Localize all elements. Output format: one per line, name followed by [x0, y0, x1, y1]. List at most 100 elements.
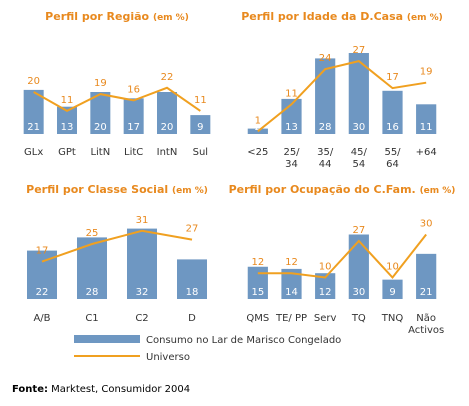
bar: [348, 53, 369, 134]
x-tick-label-line: IntN: [157, 147, 178, 158]
x-tick-label-line: +64: [416, 147, 437, 158]
line-universo: [33, 86, 201, 113]
x-tick-label-line: <25: [247, 147, 268, 158]
x-tick-label-line: Serv: [314, 313, 337, 324]
x-tick-label-line: GPt: [58, 147, 76, 158]
x-tick-label-line: LitC: [124, 147, 143, 158]
x-tick-label-line: LitN: [90, 147, 110, 158]
bar: [23, 89, 44, 134]
bar-value-label: 22: [36, 287, 49, 298]
bar: [247, 266, 268, 299]
x-tick-label-line: TNQ: [381, 313, 404, 324]
bar-value-label: 13: [61, 122, 74, 133]
line-universo: [257, 233, 427, 280]
x-tick-label: GPt: [58, 147, 76, 158]
chart-title-unit: (em %): [153, 13, 189, 23]
chart-title: Perfil por Idade da D.Casa (em %): [241, 10, 443, 23]
bar-value-label: 28: [86, 287, 99, 298]
bar-value-label: 28: [319, 122, 332, 133]
chart-title-text: Perfil por Classe Social: [26, 183, 172, 196]
x-tick-label: TNQ: [381, 313, 404, 324]
x-tick-label: LitN: [90, 147, 110, 158]
bar: [416, 104, 437, 134]
bar: [382, 279, 403, 299]
x-tick-label: QMS: [246, 313, 269, 324]
bar: [127, 228, 157, 299]
chart-title-text: Perfil por Região: [45, 10, 153, 23]
bar: [190, 115, 211, 134]
legend: Consumo no Lar de Marisco Congelado Univ…: [74, 335, 341, 363]
bar-value-label: 17: [127, 122, 140, 133]
x-tick-label: C2: [135, 313, 148, 324]
x-tick-label: C1: [85, 313, 98, 324]
bar-value-label: 16: [386, 122, 399, 133]
x-tick-label-line: 25/: [283, 147, 300, 158]
chart-title-text: Perfil por Idade da D.Casa: [241, 10, 407, 23]
legend-line-label: Universo: [146, 352, 190, 363]
line-value-label: 17: [386, 72, 399, 83]
x-tick-label: Não Activos: [408, 313, 444, 336]
chart-title-unit: (em %): [420, 186, 456, 196]
line-value-label: 19: [420, 67, 433, 78]
chart-title: Perfil por Região (em %): [45, 10, 189, 23]
bar-value-label: 14: [285, 287, 298, 298]
x-tick-label: 25/34: [283, 147, 300, 170]
line-value-label: 10: [319, 262, 332, 273]
line-value-label: 31: [136, 215, 149, 226]
chart-title: Perfil por Classe Social (em %): [26, 183, 208, 196]
bar-value-label: 9: [197, 122, 203, 133]
line-value-label: 22: [161, 72, 174, 83]
bar-value-label: 20: [94, 122, 107, 133]
bar: [348, 234, 369, 299]
x-tick-label-line: Não: [416, 313, 436, 324]
x-tick-label: <25: [247, 147, 268, 158]
x-tick-label: LitC: [124, 147, 143, 158]
x-tick-label-line: TQ: [351, 313, 366, 324]
x-tick-label-line: C2: [135, 313, 148, 324]
line-value-label: 20: [27, 76, 40, 87]
bar: [157, 92, 177, 134]
x-tick-label-line: 34: [285, 159, 298, 170]
x-tick-label: GLx: [24, 147, 43, 158]
x-tick-label-line: A/B: [33, 313, 50, 324]
line-value-label: 25: [86, 228, 99, 239]
x-tick-label: A/B: [33, 313, 50, 324]
bar-value-label: 21: [420, 287, 433, 298]
x-tick-label-line: 64: [386, 159, 399, 170]
chart-perfil-classe-social: Perfil por Classe Social (em %) 22 28 32 18 1…: [26, 183, 208, 324]
x-tick-label: +64: [416, 147, 437, 158]
bar-value-label: 11: [420, 122, 433, 133]
bar: [57, 106, 77, 134]
line-value-label: 12: [285, 257, 298, 268]
bar-value-label: 15: [251, 287, 264, 298]
x-tick-label: 45/54: [351, 147, 368, 170]
bar: [123, 98, 144, 134]
bar-value-label: 30: [352, 122, 365, 133]
line-value-label: 12: [251, 257, 264, 268]
bar-value-label: 21: [27, 122, 40, 133]
x-tick-label: Sul: [193, 147, 208, 158]
line-value-label: 16: [127, 84, 140, 95]
x-tick-label: TE/ PP: [275, 313, 307, 324]
x-tick-label: 55/64: [384, 147, 401, 170]
bar-value-label: 30: [352, 287, 365, 298]
chart-title-text: Perfil por Ocupação do C.Fam.: [229, 183, 420, 196]
line-value-label: 11: [285, 88, 298, 99]
x-tick-label-line: TE/ PP: [275, 313, 307, 324]
line-value-label: 27: [352, 45, 365, 56]
bar: [315, 58, 336, 134]
x-tick-label: 35/44: [317, 147, 334, 170]
bar: [315, 273, 336, 299]
line-value-label: 1: [255, 115, 261, 126]
chart-title: Perfil por Ocupação do C.Fam. (em %): [229, 183, 456, 196]
legend-bar-swatch: [74, 335, 140, 343]
bar: [281, 268, 302, 299]
line-universo: [257, 60, 427, 133]
x-tick-label-line: GLx: [24, 147, 43, 158]
bar: [416, 253, 437, 299]
bar-value-label: 12: [319, 287, 332, 298]
x-tick-label-line: 55/: [384, 147, 401, 158]
chart-perfil-ocupacao: Perfil por Ocupação do C.Fam. (em %) 15 14…: [229, 183, 456, 336]
chart-perfil-regiao: Perfil por Região (em %) 21 13 20 17 20 9 20 11 1…: [23, 10, 211, 158]
chart-title-unit: (em %): [172, 186, 208, 196]
